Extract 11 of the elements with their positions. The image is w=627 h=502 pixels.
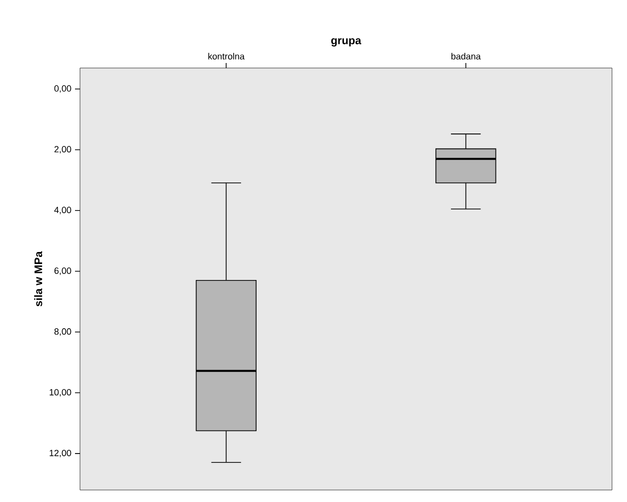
y-tick-label: 2,00 [54, 146, 72, 154]
y-tick-label: 6,00 [54, 268, 72, 275]
y-tick-label: 10,00 [50, 389, 72, 396]
y-tick-label: 4,00 [54, 206, 72, 214]
y-axis-title: sila w MPa [34, 251, 42, 306]
y-tick-label: 0,00 [54, 85, 72, 93]
x-tick-label: kontrolna [208, 52, 245, 60]
x-axis-title: grupa [331, 38, 362, 46]
y-tick-label: 12,00 [50, 450, 72, 458]
y-tick-label: 8,00 [54, 328, 72, 336]
x-tick-label: badana [451, 52, 481, 60]
